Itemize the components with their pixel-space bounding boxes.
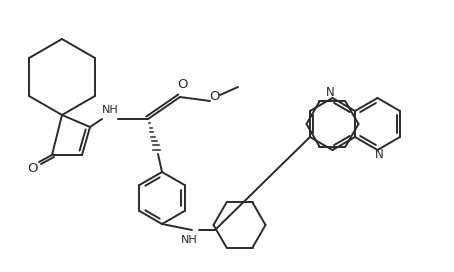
- Text: N: N: [326, 86, 335, 100]
- Text: N: N: [375, 149, 384, 162]
- Text: O: O: [210, 91, 220, 104]
- Text: NH: NH: [181, 235, 197, 245]
- Text: NH: NH: [102, 105, 118, 115]
- Text: O: O: [28, 162, 38, 175]
- Text: O: O: [177, 79, 187, 91]
